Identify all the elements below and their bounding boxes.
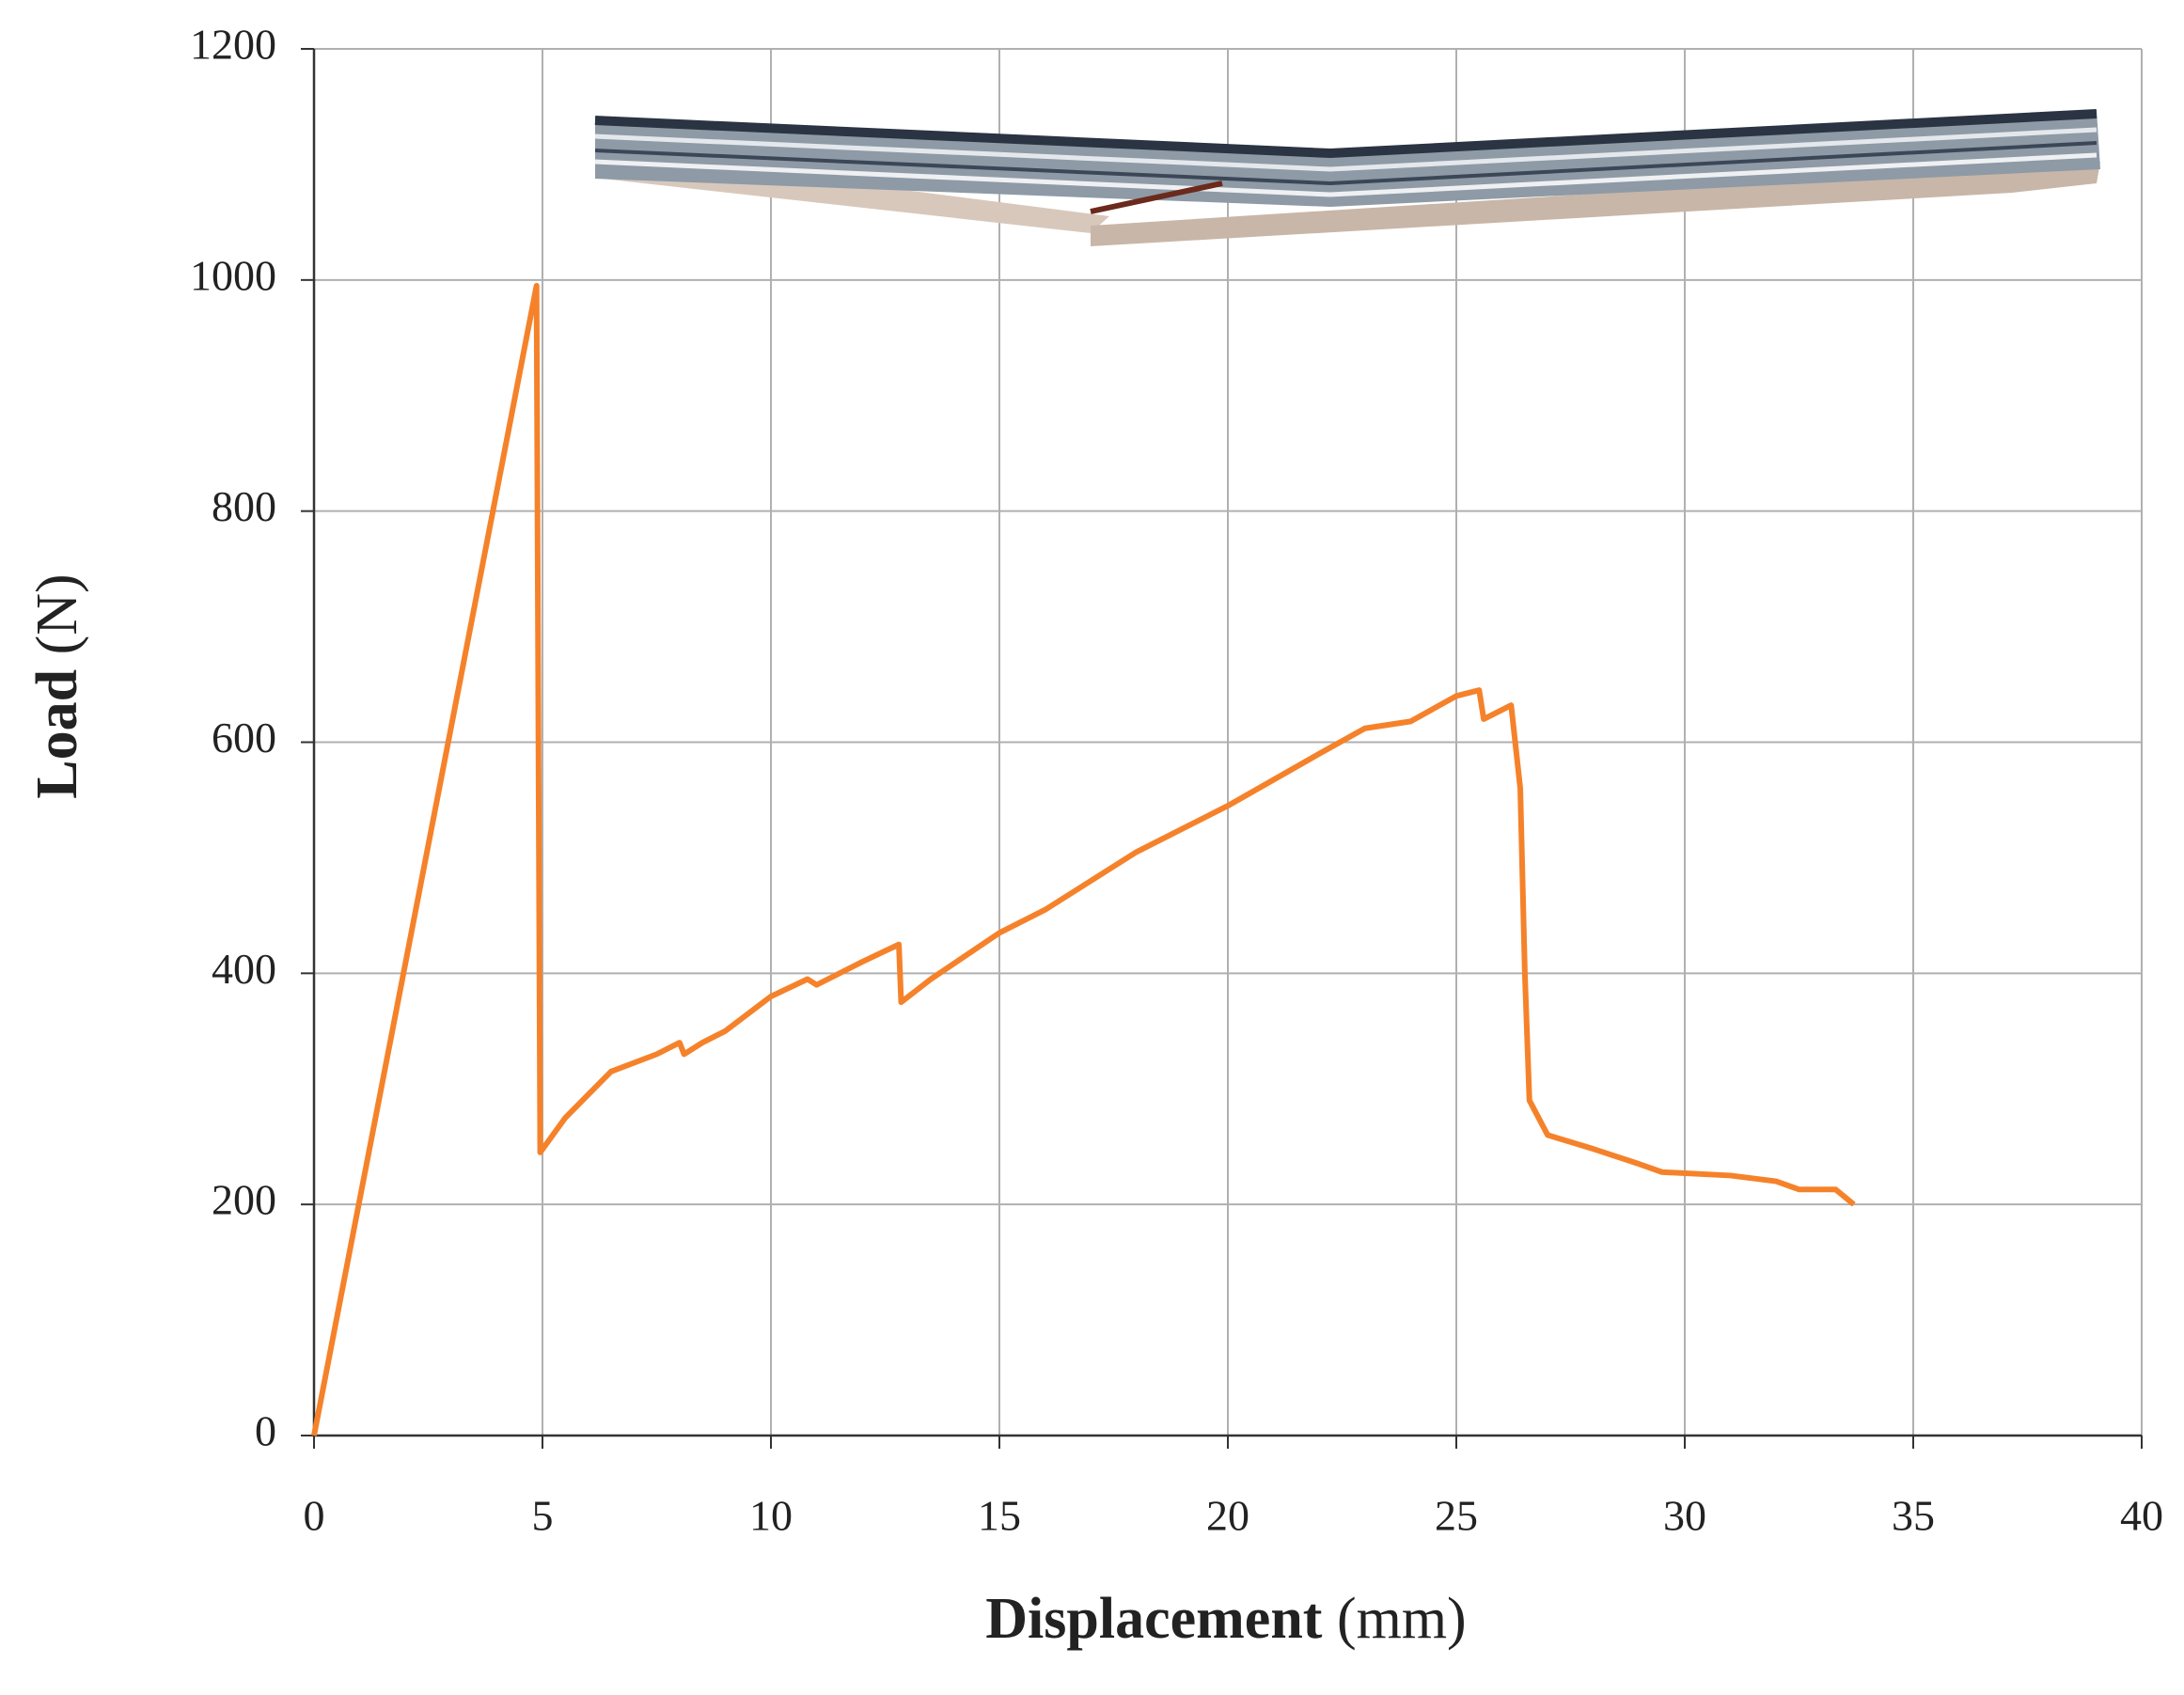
- y-tick-label: 800: [212, 482, 276, 530]
- x-axis-title-main: Displacement: [985, 1587, 1323, 1651]
- x-tick-label: 15: [978, 1492, 1021, 1540]
- x-tick-label: 30: [1663, 1492, 1706, 1540]
- y-tick-label: 0: [255, 1407, 276, 1455]
- y-axis-title-main: Load: [25, 669, 89, 799]
- x-tick-label: 35: [1892, 1492, 1935, 1540]
- data-line: [311, 282, 1856, 1436]
- x-tick-label: 25: [1435, 1492, 1478, 1540]
- specimen-photo: [594, 109, 2100, 246]
- y-tick-label: 400: [212, 945, 276, 993]
- x-axis-title: Displacement (mm): [985, 1587, 1466, 1651]
- x-tick-label: 20: [1206, 1492, 1249, 1540]
- x-tick-label: 10: [749, 1492, 793, 1540]
- x-axis-title-unit: (mm): [1337, 1587, 1467, 1651]
- y-tick-label: 600: [212, 714, 276, 761]
- x-tick-label: 5: [532, 1492, 554, 1540]
- x-tick-label: 40: [2120, 1492, 2163, 1540]
- y-tick-label: 200: [212, 1176, 276, 1224]
- x-tick-label: 0: [304, 1492, 325, 1540]
- y-axis-title-unit: (N): [25, 573, 89, 654]
- y-axis-title: Load (N): [25, 573, 89, 798]
- y-tick-label: 1200: [190, 21, 276, 69]
- y-tick-label: 1000: [190, 251, 276, 299]
